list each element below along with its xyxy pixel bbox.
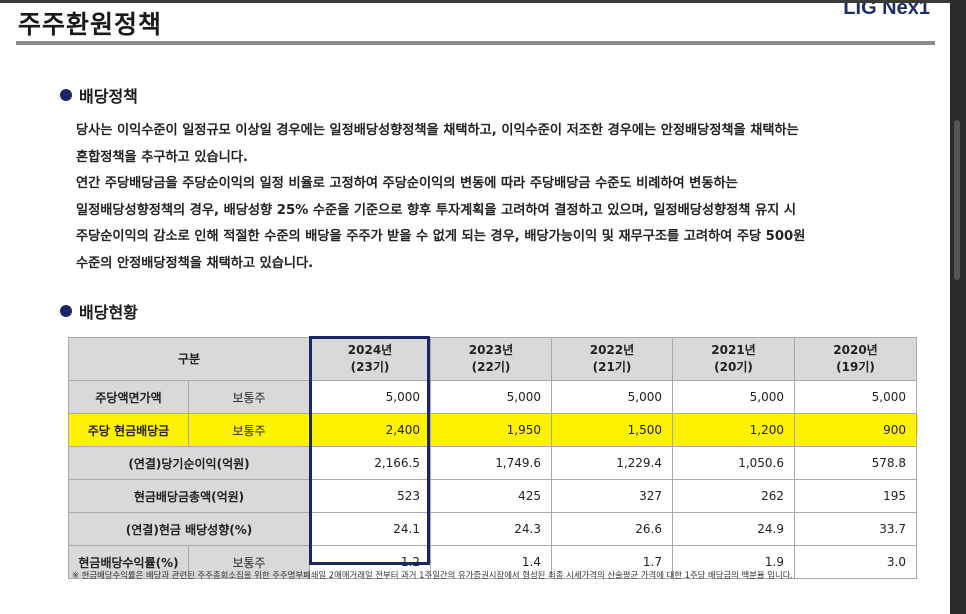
policy-line: 일정배당성향정책의 경우, 배당성향 25% 수준을 기준으로 향후 투자계획을…	[76, 202, 797, 218]
row-label: 현금배당수익률(%)	[68, 545, 189, 579]
bullet-icon	[60, 89, 72, 101]
table-row: (연결)당기순이익(억원) 2,166.5 1,749.6 1,229.4 1,…	[68, 446, 917, 480]
table-row: 현금배당금총액(억원) 523 425 327 262 195	[68, 479, 917, 513]
table-cell: 578.8	[794, 446, 917, 480]
table-cell: 1,950	[430, 413, 552, 447]
table-header-row: 구분 2024년 (23기) 2023년 (22기) 2022년 (21기) 2021…	[68, 337, 917, 381]
scroll-thumb[interactable]	[954, 120, 960, 280]
page-title: 주주환원정책	[18, 10, 163, 39]
table-cell: 5,000	[672, 380, 795, 414]
header-year: 2023년 (22기)	[430, 337, 552, 381]
table-cell: 26.6	[551, 512, 673, 546]
header-year: 2022년 (21기)	[551, 337, 673, 381]
top-strip	[0, 0, 966, 3]
section-heading-status: 배당현황	[60, 299, 138, 323]
table-cell: 1.7	[551, 545, 673, 579]
table-row-highlighted: 주당 현금배당금 보통주 2,400 1,950 1,500 1,200 900	[68, 413, 917, 447]
table-cell: 5,000	[430, 380, 552, 414]
table-cell: 24.1	[309, 512, 431, 546]
table-cell: 1.4	[430, 545, 552, 579]
table-cell: 1,749.6	[430, 446, 552, 480]
footnote: ※ 현금배당수익률은 배당과 관련된 주주총회소집을 위한 주주명부폐쇄일 2매…	[72, 570, 794, 580]
table-cell: 33.7	[794, 512, 917, 546]
table-cell: 24.9	[672, 512, 795, 546]
section-heading-text: 배당현황	[79, 303, 138, 322]
table-cell: 262	[672, 479, 795, 513]
title-divider	[16, 41, 935, 45]
table-cell: 1,200	[672, 413, 795, 447]
table-row: 주당액면가액 보통주 5,000 5,000 5,000 5,000 5,000	[68, 380, 917, 414]
row-label: 주당 현금배당금	[68, 413, 189, 447]
table-cell: 327	[551, 479, 673, 513]
table-cell: 1,500	[551, 413, 673, 447]
table-row: (연결)현금 배당성향(%) 24.1 24.3 26.6 24.9 33.7	[68, 512, 917, 546]
table-cell: 5,000	[309, 380, 431, 414]
policy-line: 주당순이익의 감소로 인해 적절한 수준의 배당을 주주가 받을 수 없게 되는…	[76, 229, 806, 245]
header-year: 2021년 (20기)	[672, 337, 795, 381]
row-label: 현금배당금총액(억원)	[68, 479, 310, 513]
header-year: 2020년 (19기)	[794, 337, 917, 381]
table-cell: 523	[309, 479, 431, 513]
policy-line: 수준의 안정배당정책을 채택하고 있습니다.	[76, 255, 314, 271]
row-label: (연결)당기순이익(억원)	[68, 446, 310, 480]
document-page: 주주환원정책 LIG Nex1 배당정책 당사는 이익수준이 일정규모 이상일 …	[0, 3, 950, 614]
section-heading-text: 배당정책	[79, 87, 138, 106]
row-label: (연결)현금 배당성향(%)	[68, 512, 310, 546]
row-label: 주당액면가액	[68, 380, 189, 414]
table-cell: 425	[430, 479, 552, 513]
table-cell: 5,000	[794, 380, 917, 414]
policy-line: 당사는 이익수준이 일정규모 이상일 경우에는 일정배당성향정책을 채택하고, …	[76, 123, 799, 138]
policy-paragraph: 당사는 이익수준이 일정규모 이상일 경우에는 일정배당성향정책을 채택하고, …	[76, 118, 906, 278]
table-cell: 2,400	[309, 413, 431, 447]
policy-line: 연간 주당배당금을 주당순이익의 일정 비율로 고정하여 주당순이익의 변동에 …	[76, 176, 738, 192]
row-sublabel: 보통주	[188, 545, 310, 579]
brand-logo: LIG Nex1	[843, 3, 930, 19]
row-sublabel: 보통주	[188, 380, 310, 414]
bullet-icon	[60, 305, 72, 317]
scrollbar[interactable]	[950, 0, 966, 614]
dividend-table: 구분 2024년 (23기) 2023년 (22기) 2022년 (21기) 2021…	[68, 337, 917, 579]
table-cell: 2,166.5	[309, 446, 431, 480]
row-sublabel: 보통주	[188, 413, 310, 447]
header-category: 구분	[68, 337, 310, 381]
table-cell: 195	[794, 479, 917, 513]
policy-line: 혼합정책을 추구하고 있습니다.	[76, 149, 248, 165]
table-cell: 900	[794, 413, 917, 447]
table-cell: 1.9	[672, 545, 795, 579]
table-cell: 24.3	[430, 512, 552, 546]
table-cell: 5,000	[551, 380, 673, 414]
table-cell: 1,050.6	[672, 446, 795, 480]
table-cell: 1,229.4	[551, 446, 673, 480]
table-cell: 3.0	[794, 545, 917, 579]
section-heading-policy: 배당정책	[60, 83, 138, 107]
header-year: 2024년 (23기)	[309, 337, 431, 381]
